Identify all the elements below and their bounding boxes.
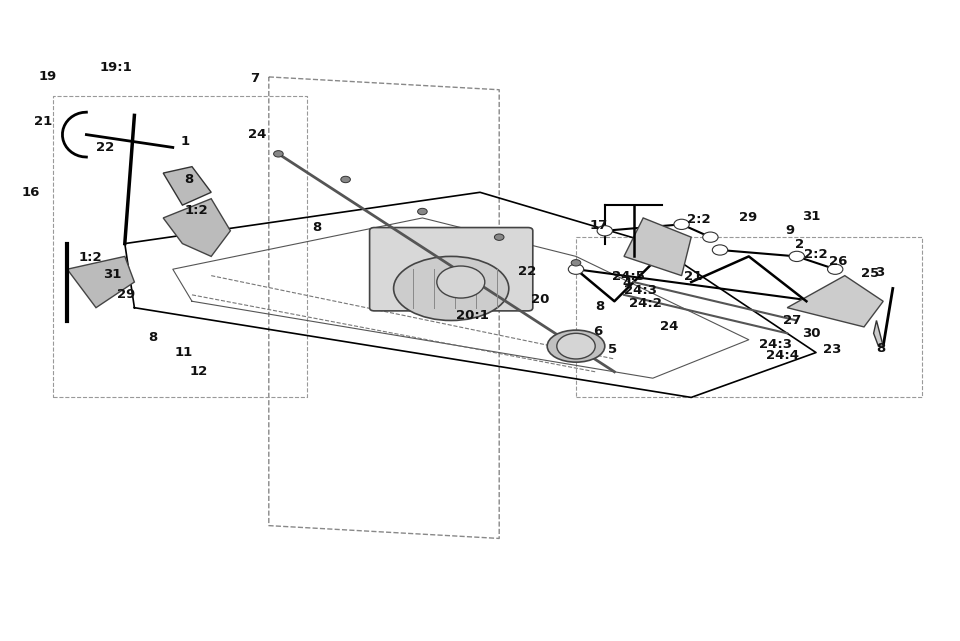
Circle shape xyxy=(494,234,504,240)
Text: 12: 12 xyxy=(189,365,207,378)
Text: 29: 29 xyxy=(739,212,757,224)
Circle shape xyxy=(712,245,728,255)
Polygon shape xyxy=(163,167,211,205)
Text: 21: 21 xyxy=(34,115,52,128)
Circle shape xyxy=(437,266,485,298)
Text: 16: 16 xyxy=(21,186,39,199)
Text: 8: 8 xyxy=(312,221,322,234)
Text: 3: 3 xyxy=(876,266,885,279)
Polygon shape xyxy=(874,320,883,346)
Text: 21: 21 xyxy=(684,271,703,283)
Text: 19:1: 19:1 xyxy=(100,61,132,74)
Circle shape xyxy=(418,208,427,215)
Ellipse shape xyxy=(394,256,509,320)
Text: 30: 30 xyxy=(803,327,821,340)
Text: 8: 8 xyxy=(148,331,157,344)
Circle shape xyxy=(568,264,584,274)
Text: 2: 2 xyxy=(795,238,804,251)
Text: 1: 1 xyxy=(180,135,190,147)
Text: 5: 5 xyxy=(608,343,617,356)
Text: 24:2: 24:2 xyxy=(629,297,661,310)
Text: 24:5: 24:5 xyxy=(612,271,645,283)
Text: 9: 9 xyxy=(785,224,795,237)
Text: 22: 22 xyxy=(96,141,114,154)
Circle shape xyxy=(828,264,843,274)
Text: 1:2: 1:2 xyxy=(184,204,208,217)
Text: 20: 20 xyxy=(531,293,549,306)
Text: 24: 24 xyxy=(248,128,266,141)
Text: 8: 8 xyxy=(595,300,605,313)
Polygon shape xyxy=(624,218,691,276)
Text: 25: 25 xyxy=(861,267,879,280)
Text: 26: 26 xyxy=(829,255,848,268)
Text: 24:4: 24:4 xyxy=(766,349,799,362)
Circle shape xyxy=(341,176,350,183)
Circle shape xyxy=(703,232,718,242)
Text: 19: 19 xyxy=(38,71,57,83)
Text: 23: 23 xyxy=(823,343,841,356)
Text: 2:2: 2:2 xyxy=(687,213,711,226)
Circle shape xyxy=(674,219,689,229)
Circle shape xyxy=(557,333,595,359)
Text: 6: 6 xyxy=(593,325,603,338)
Text: 4: 4 xyxy=(622,277,632,290)
Text: 29: 29 xyxy=(117,288,135,301)
Text: 1:2: 1:2 xyxy=(79,251,103,264)
Text: 27: 27 xyxy=(783,314,802,327)
Circle shape xyxy=(571,260,581,266)
Text: 31: 31 xyxy=(803,210,821,223)
Polygon shape xyxy=(67,256,134,308)
Circle shape xyxy=(597,226,612,236)
Text: 2:2: 2:2 xyxy=(804,248,828,261)
Text: 24:3: 24:3 xyxy=(759,338,792,351)
Text: 17: 17 xyxy=(589,219,608,232)
Circle shape xyxy=(789,251,804,262)
Text: 31: 31 xyxy=(103,269,121,281)
Text: 8: 8 xyxy=(876,342,886,354)
Text: 8: 8 xyxy=(184,173,194,186)
Polygon shape xyxy=(163,199,230,256)
Polygon shape xyxy=(787,276,883,327)
Text: 24:3: 24:3 xyxy=(624,284,657,297)
Text: 20:1: 20:1 xyxy=(456,309,489,322)
Text: 7: 7 xyxy=(251,72,260,85)
Text: 24: 24 xyxy=(660,320,679,333)
Text: 11: 11 xyxy=(175,346,193,359)
Circle shape xyxy=(274,151,283,157)
FancyBboxPatch shape xyxy=(370,228,533,311)
Ellipse shape xyxy=(547,330,605,362)
Text: 22: 22 xyxy=(518,265,537,278)
